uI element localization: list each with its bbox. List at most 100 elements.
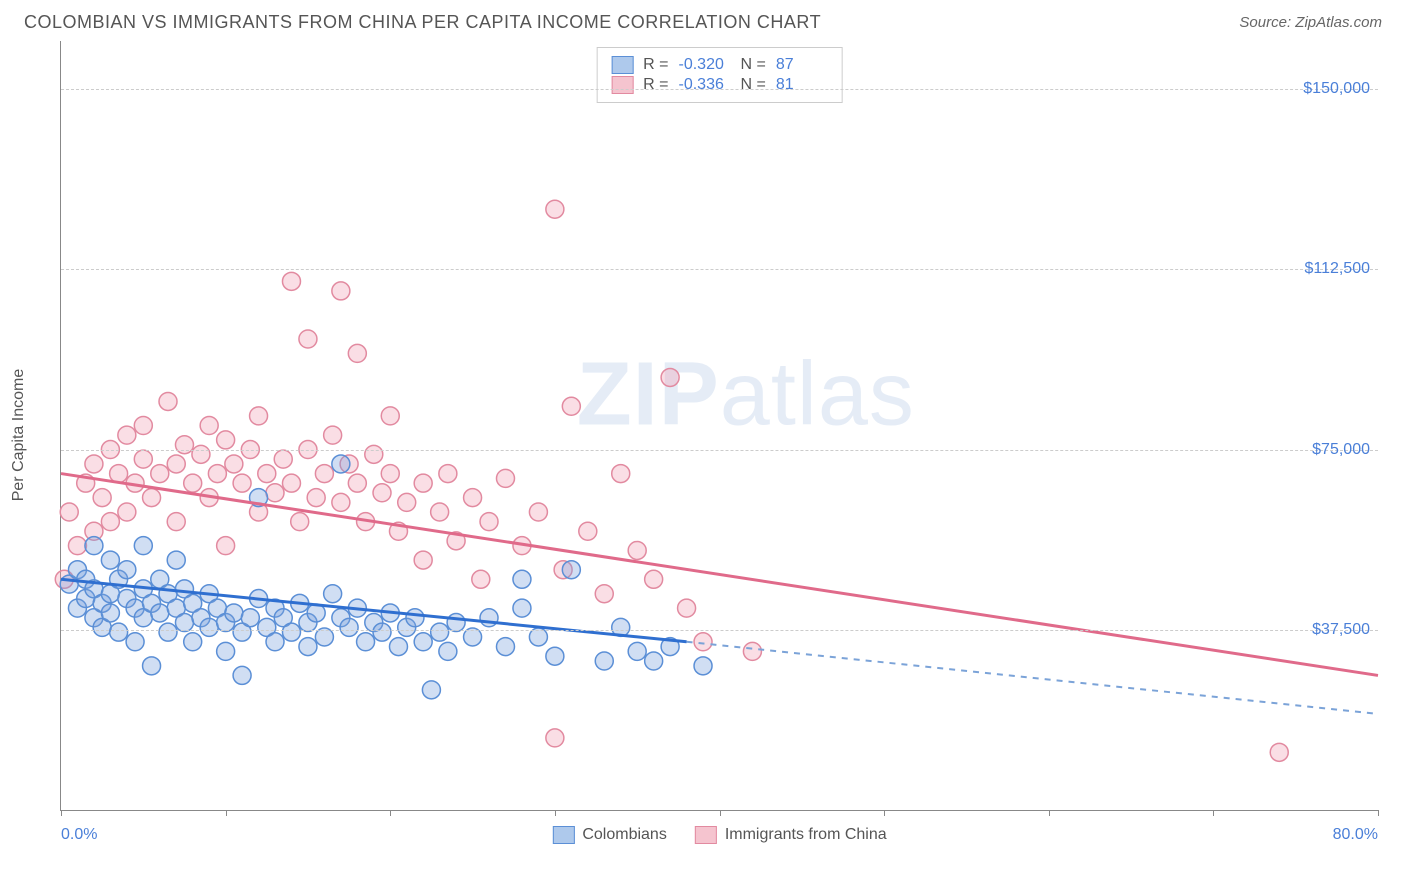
r-label: R = <box>643 76 668 94</box>
data-point <box>562 397 580 415</box>
data-point <box>307 489 325 507</box>
data-point <box>529 503 547 521</box>
x-tick <box>1378 810 1379 816</box>
data-point <box>225 455 243 473</box>
data-point <box>299 638 317 656</box>
swatch-colombians <box>611 56 633 74</box>
data-point <box>562 561 580 579</box>
data-point <box>332 493 350 511</box>
data-point <box>431 623 449 641</box>
data-point <box>151 604 169 622</box>
data-point <box>332 455 350 473</box>
data-point <box>60 503 78 521</box>
data-point <box>134 537 152 555</box>
data-point <box>299 330 317 348</box>
chart-title: COLOMBIAN VS IMMIGRANTS FROM CHINA PER C… <box>24 12 821 33</box>
data-point <box>217 642 235 660</box>
n-value-china: 81 <box>776 76 828 94</box>
data-point <box>373 484 391 502</box>
data-point <box>439 465 457 483</box>
data-point <box>134 417 152 435</box>
swatch-china <box>611 76 633 94</box>
source-attribution: Source: ZipAtlas.com <box>1239 14 1382 31</box>
data-point <box>513 599 531 617</box>
data-point <box>496 638 514 656</box>
data-point <box>595 652 613 670</box>
x-tick <box>61 810 62 816</box>
data-point <box>398 493 416 511</box>
x-axis-start: 0.0% <box>61 826 97 844</box>
source-prefix: Source: <box>1239 14 1295 31</box>
data-point <box>661 368 679 386</box>
data-point <box>101 513 119 531</box>
data-point <box>348 474 366 492</box>
data-point <box>340 618 358 636</box>
x-tick <box>226 810 227 816</box>
y-tick-label: $112,500 <box>1304 260 1370 278</box>
data-point <box>282 474 300 492</box>
data-point <box>439 642 457 660</box>
y-axis-label: Per Capita Income <box>10 368 28 501</box>
y-tick-label: $75,000 <box>1312 441 1370 459</box>
data-point <box>85 537 103 555</box>
data-point <box>85 455 103 473</box>
data-point <box>414 474 432 492</box>
trend-line-colombians-extrapolated <box>687 642 1378 714</box>
data-point <box>126 633 144 651</box>
swatch-colombians-bottom <box>552 826 574 844</box>
x-tick <box>555 810 556 816</box>
data-point <box>233 666 251 684</box>
data-point <box>167 551 185 569</box>
data-point <box>291 513 309 531</box>
data-point <box>414 551 432 569</box>
data-point <box>694 657 712 675</box>
data-point <box>266 484 284 502</box>
data-point <box>579 522 597 540</box>
data-point <box>68 537 86 555</box>
data-point <box>266 633 284 651</box>
data-point <box>1270 743 1288 761</box>
legend-label-colombians: Colombians <box>582 826 666 844</box>
data-point <box>184 474 202 492</box>
data-point <box>93 489 111 507</box>
correlation-legend: R = -0.320 N = 87 R = -0.336 N = 81 <box>596 47 843 103</box>
data-point <box>357 633 375 651</box>
data-point <box>373 623 391 641</box>
y-tick-label: $37,500 <box>1312 621 1370 639</box>
data-point <box>101 551 119 569</box>
data-point <box>645 652 663 670</box>
chart-plot-area: Per Capita Income ZIPatlas R = -0.320 N … <box>60 41 1378 811</box>
data-point <box>365 445 383 463</box>
data-point <box>546 647 564 665</box>
data-point <box>324 585 342 603</box>
data-point <box>472 570 490 588</box>
n-value-colombians: 87 <box>776 56 828 74</box>
data-point <box>743 642 761 660</box>
series-legend: Colombians Immigrants from China <box>552 826 886 844</box>
r-value-china: -0.336 <box>679 76 731 94</box>
legend-row-china: R = -0.336 N = 81 <box>611 76 828 94</box>
data-point <box>464 489 482 507</box>
data-point <box>118 503 136 521</box>
data-point <box>208 465 226 483</box>
y-tick-label: $150,000 <box>1303 80 1370 98</box>
data-point <box>480 513 498 531</box>
x-axis-end: 80.0% <box>1333 826 1378 844</box>
data-point <box>250 407 268 425</box>
n-label: N = <box>741 76 766 94</box>
data-point <box>324 426 342 444</box>
gridline <box>61 269 1378 270</box>
swatch-china-bottom <box>695 826 717 844</box>
x-tick <box>884 810 885 816</box>
data-point <box>167 513 185 531</box>
data-point <box>595 585 613 603</box>
data-point <box>134 450 152 468</box>
data-point <box>546 729 564 747</box>
data-point <box>167 455 185 473</box>
data-point <box>225 604 243 622</box>
data-point <box>159 623 177 641</box>
data-point <box>258 465 276 483</box>
data-point <box>431 503 449 521</box>
data-point <box>332 282 350 300</box>
data-point <box>348 344 366 362</box>
